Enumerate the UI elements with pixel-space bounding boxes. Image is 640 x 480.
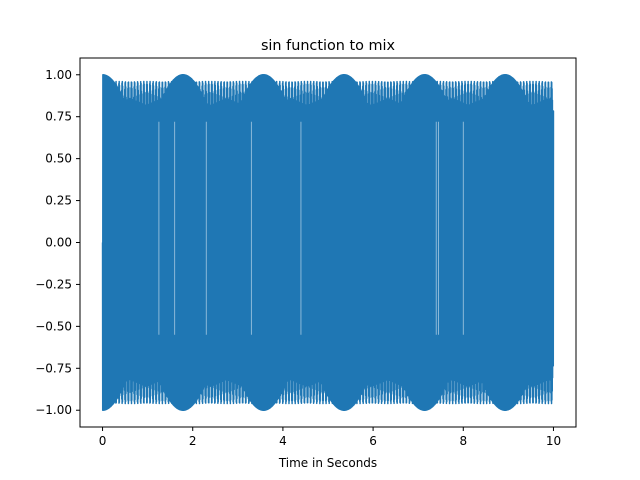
x-tick-label: 10 — [546, 434, 561, 448]
y-tick-label: 0.00 — [45, 236, 72, 250]
y-tick-label: −1.00 — [35, 403, 72, 417]
x-tick-label: 2 — [189, 434, 197, 448]
chart-title: sin function to mix — [261, 38, 396, 54]
y-tick-label: 1.00 — [45, 68, 72, 82]
y-tick-label: 0.50 — [45, 152, 72, 166]
y-tick-label: −0.25 — [35, 277, 72, 291]
y-axis: 1.00 0.75 0.50 0.25 0.00 −0.25 −0.50 −0.75 −1.00 — [35, 68, 80, 417]
x-axis-label: Time in Seconds — [278, 456, 377, 470]
x-axis: 0 2 4 6 8 10 — [99, 427, 561, 448]
y-tick-label: 0.25 — [45, 194, 72, 208]
x-tick-label: 8 — [459, 434, 467, 448]
series-line — [101, 74, 555, 411]
x-tick-label: 6 — [369, 434, 377, 448]
x-tick-label: 4 — [279, 434, 287, 448]
y-tick-label: −0.50 — [35, 319, 72, 333]
x-tick-label: 0 — [99, 434, 107, 448]
series-layer — [101, 74, 555, 411]
y-tick-label: −0.75 — [35, 361, 72, 375]
y-tick-label: 0.75 — [45, 110, 72, 124]
